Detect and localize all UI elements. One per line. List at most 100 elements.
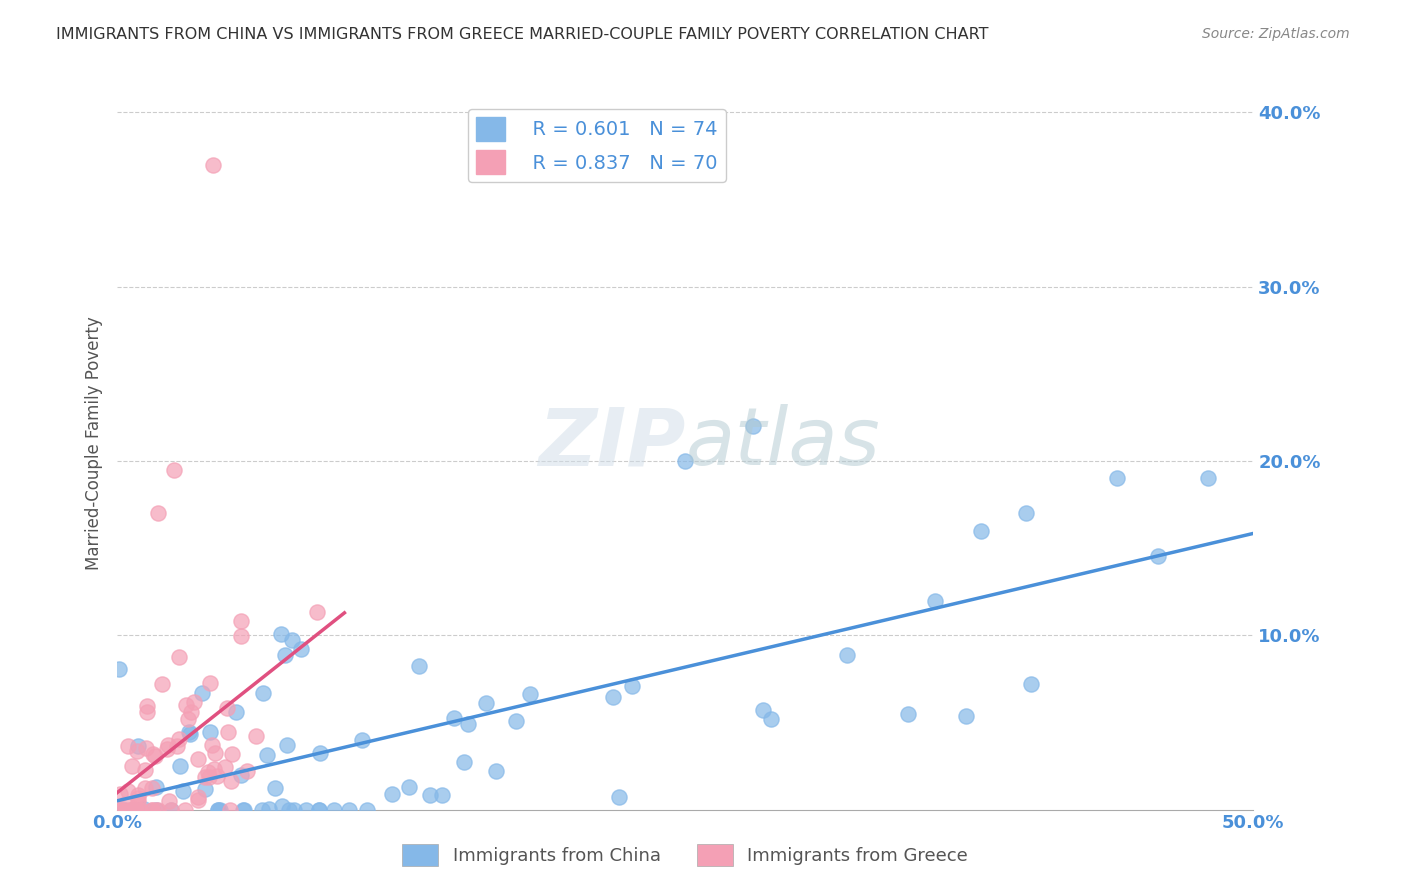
Point <box>1146 549 1168 563</box>
Point <box>125 803 148 817</box>
Point <box>127 791 149 805</box>
Point <box>221 747 243 762</box>
Legend:   R = 0.601   N = 74,   R = 0.837   N = 70: R = 0.601 N = 74, R = 0.837 N = 70 <box>468 109 725 182</box>
Point <box>122 803 145 817</box>
Point <box>207 803 229 817</box>
Point <box>136 698 159 713</box>
Point <box>217 724 239 739</box>
Point <box>157 794 180 808</box>
Point <box>124 803 146 817</box>
Point <box>519 687 541 701</box>
Point <box>202 762 225 776</box>
Point <box>136 705 159 719</box>
Point <box>121 803 143 817</box>
Point <box>231 768 253 782</box>
Point <box>145 780 167 794</box>
Point <box>134 764 156 778</box>
Point <box>177 712 200 726</box>
Point <box>620 679 643 693</box>
Point <box>160 803 183 817</box>
Point <box>214 760 236 774</box>
Point <box>124 803 146 817</box>
Point <box>295 803 318 817</box>
Point <box>278 803 301 817</box>
Point <box>114 797 136 811</box>
Point <box>350 733 373 747</box>
Point <box>198 676 221 690</box>
Point <box>290 642 312 657</box>
Point <box>457 717 479 731</box>
Point <box>141 803 163 817</box>
Point <box>200 738 222 752</box>
Point <box>1015 506 1038 520</box>
Point <box>117 783 139 797</box>
Point <box>174 698 197 712</box>
Point <box>337 803 360 817</box>
Point <box>1105 471 1128 485</box>
Point <box>505 714 527 728</box>
Point <box>179 727 201 741</box>
Point <box>485 764 508 778</box>
Point <box>128 803 150 817</box>
Point <box>231 629 253 643</box>
Point <box>120 803 142 817</box>
Point <box>132 803 155 817</box>
Point <box>219 773 242 788</box>
Point <box>283 803 305 817</box>
Point <box>112 803 135 817</box>
Point <box>125 803 148 817</box>
Point <box>172 783 194 797</box>
Point <box>166 739 188 754</box>
Point <box>145 803 167 817</box>
Point <box>609 790 631 805</box>
Point <box>270 627 292 641</box>
Point <box>1019 676 1042 690</box>
Point <box>236 764 259 779</box>
Point <box>145 803 167 817</box>
Point <box>308 803 330 817</box>
Point <box>127 744 149 758</box>
Text: IMMIGRANTS FROM CHINA VS IMMIGRANTS FROM GREECE MARRIED-COUPLE FAMILY POVERTY CO: IMMIGRANTS FROM CHINA VS IMMIGRANTS FROM… <box>56 27 988 42</box>
Point <box>419 788 441 802</box>
Point <box>174 803 197 817</box>
Point <box>108 803 131 817</box>
Point <box>141 781 163 796</box>
Point <box>128 803 150 817</box>
Point <box>108 787 131 801</box>
Point <box>198 724 221 739</box>
Point <box>602 690 624 705</box>
Point <box>134 781 156 796</box>
Point <box>208 803 231 817</box>
Point <box>252 803 274 817</box>
Point <box>108 662 131 676</box>
Point <box>207 769 229 783</box>
Point <box>398 780 420 794</box>
Point <box>835 648 858 662</box>
Point <box>150 677 173 691</box>
Point <box>252 686 274 700</box>
Point <box>307 605 329 619</box>
Point <box>145 749 167 764</box>
Point <box>127 788 149 802</box>
Point <box>256 747 278 762</box>
Point <box>263 781 285 796</box>
Point <box>430 789 453 803</box>
Point <box>121 759 143 773</box>
Point <box>207 803 229 817</box>
Point <box>233 803 256 817</box>
Point <box>114 803 136 817</box>
Point <box>408 658 430 673</box>
Point <box>308 803 330 817</box>
Point <box>229 614 252 628</box>
Text: Source: ZipAtlas.com: Source: ZipAtlas.com <box>1202 27 1350 41</box>
Point <box>183 695 205 709</box>
Point <box>110 803 132 817</box>
Text: atlas: atlas <box>685 404 880 483</box>
Point <box>1197 471 1219 485</box>
Point <box>187 790 209 805</box>
Point <box>204 747 226 761</box>
Point <box>148 803 170 817</box>
Point <box>257 802 280 816</box>
Point <box>127 739 149 754</box>
Point <box>955 708 977 723</box>
